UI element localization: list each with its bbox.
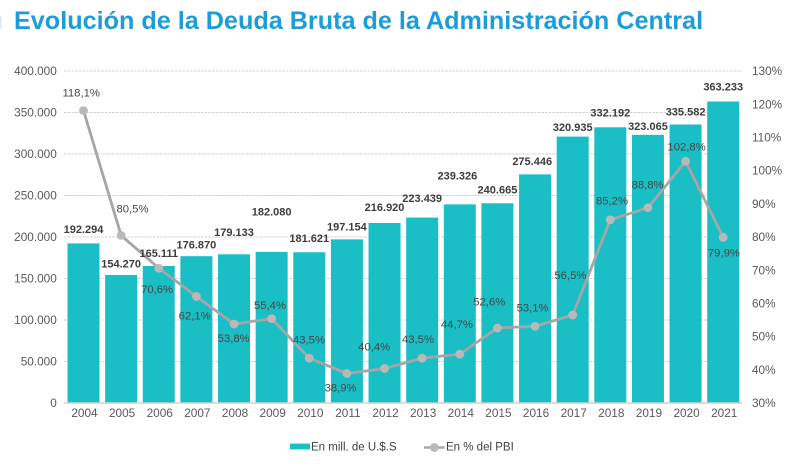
svg-text:40%: 40% [752, 363, 776, 377]
svg-text:60%: 60% [752, 297, 776, 311]
svg-text:335.582: 335.582 [666, 106, 706, 118]
svg-text:2011: 2011 [335, 406, 360, 420]
svg-text:197.154: 197.154 [327, 221, 368, 233]
svg-text:240.665: 240.665 [478, 185, 518, 197]
svg-text:2012: 2012 [372, 406, 398, 420]
svg-text:2015: 2015 [485, 406, 512, 420]
svg-text:239.326: 239.326 [438, 171, 478, 183]
svg-text:50%: 50% [752, 330, 776, 344]
svg-text:80,5%: 80,5% [116, 203, 148, 215]
svg-text:85,2%: 85,2% [596, 195, 628, 207]
svg-text:70%: 70% [752, 263, 776, 277]
svg-text:216.920: 216.920 [365, 202, 405, 214]
svg-text:2006: 2006 [147, 406, 174, 420]
svg-text:43,5%: 43,5% [402, 334, 434, 346]
svg-text:182.080: 182.080 [252, 206, 292, 218]
svg-text:176.870: 176.870 [177, 239, 217, 251]
svg-text:154.270: 154.270 [101, 259, 141, 271]
svg-text:2005: 2005 [109, 406, 136, 420]
svg-text:53,8%: 53,8% [218, 333, 250, 345]
svg-text:323.065: 323.065 [628, 121, 668, 133]
svg-text:2020: 2020 [673, 406, 700, 420]
svg-text:2010: 2010 [297, 406, 324, 420]
svg-text:2013: 2013 [410, 406, 437, 420]
svg-text:79,9%: 79,9% [708, 247, 740, 259]
svg-text:80%: 80% [752, 230, 776, 244]
svg-text:70,6%: 70,6% [141, 284, 173, 296]
svg-text:55,4%: 55,4% [254, 300, 286, 312]
svg-text:43,5%: 43,5% [293, 334, 325, 346]
svg-text:165.111: 165.111 [139, 248, 178, 260]
svg-text:179.133: 179.133 [214, 227, 254, 239]
svg-text:102,8%: 102,8% [667, 142, 705, 154]
svg-text:53,1%: 53,1% [517, 303, 549, 315]
svg-text:250.000: 250.000 [14, 189, 57, 203]
svg-text:2018: 2018 [598, 406, 625, 420]
svg-text:181.621: 181.621 [289, 233, 329, 245]
svg-text:2014: 2014 [448, 406, 475, 420]
svg-text:332.192: 332.192 [590, 108, 630, 120]
svg-text:150.000: 150.000 [14, 272, 57, 286]
svg-text:100%: 100% [752, 164, 783, 178]
svg-text:223.439: 223.439 [402, 193, 442, 205]
svg-text:52,6%: 52,6% [473, 297, 505, 309]
svg-text:363.233: 363.233 [703, 82, 743, 94]
svg-text:44,7%: 44,7% [441, 319, 473, 331]
svg-text:110%: 110% [752, 131, 782, 145]
svg-text:62,1%: 62,1% [179, 311, 211, 323]
svg-text:118,1%: 118,1% [62, 87, 99, 99]
svg-text:0: 0 [50, 396, 57, 410]
svg-text:30%: 30% [752, 396, 776, 410]
svg-text:2016: 2016 [523, 406, 550, 420]
svg-text:120%: 120% [752, 97, 783, 111]
svg-text:38,9%: 38,9% [325, 383, 357, 395]
svg-text:2004: 2004 [71, 406, 98, 420]
svg-text:2017: 2017 [561, 406, 587, 420]
svg-text:Evolución de la Deuda Bruta de: Evolución de la Deuda Bruta de la Admini… [14, 7, 703, 35]
svg-text:2007: 2007 [184, 406, 210, 420]
svg-text:88,8%: 88,8% [632, 180, 664, 192]
svg-text:275.446: 275.446 [512, 156, 552, 168]
svg-text:400.000: 400.000 [14, 64, 57, 78]
svg-text:56,5%: 56,5% [554, 270, 586, 282]
svg-text:2008: 2008 [222, 406, 249, 420]
svg-text:350.000: 350.000 [14, 106, 57, 120]
svg-text:320.935: 320.935 [553, 122, 593, 134]
svg-text:2019: 2019 [636, 406, 662, 420]
svg-text:2021: 2021 [711, 406, 737, 420]
svg-text:40,4%: 40,4% [358, 342, 390, 354]
svg-text:2009: 2009 [260, 406, 286, 420]
svg-text:200.000: 200.000 [14, 230, 57, 244]
svg-text:50.000: 50.000 [21, 355, 58, 369]
svg-text:100.000: 100.000 [14, 313, 57, 327]
svg-text:130%: 130% [752, 64, 783, 78]
svg-text:192.294: 192.294 [64, 224, 105, 236]
svg-text:En mill. de U.$.S: En mill. de U.$.S [311, 441, 397, 453]
svg-text:En % del PBI: En % del PBI [446, 441, 514, 453]
svg-text:90%: 90% [752, 197, 776, 211]
svg-text:300.000: 300.000 [14, 147, 57, 161]
